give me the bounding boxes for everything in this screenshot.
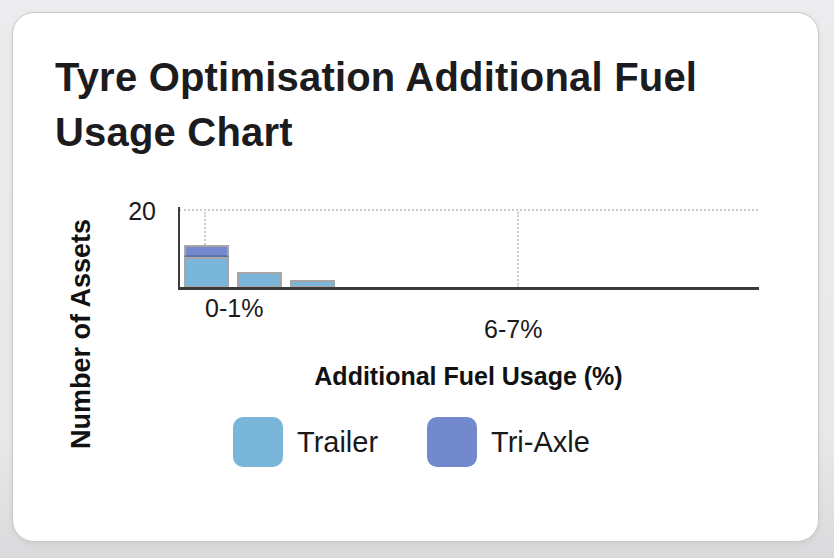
legend-swatch-tri-axle <box>427 417 477 467</box>
legend-swatch-trailer <box>233 417 283 467</box>
gridline-y20 <box>179 209 758 211</box>
y-axis <box>178 207 180 290</box>
screen: Tyre Optimisation Additional Fuel Usage … <box>0 0 834 558</box>
y-axis-tick-20: 20 <box>108 197 156 226</box>
x-axis-label: Additional Fuel Usage (%) <box>179 362 758 391</box>
x-axis-tick-0-1pct: 0-1% <box>205 294 263 323</box>
x-axis-tick-6-7pct: 6-7% <box>484 315 542 344</box>
legend-item-tri-axle[interactable]: Tri-Axle <box>427 417 590 467</box>
chart-title: Tyre Optimisation Additional Fuel Usage … <box>55 50 739 160</box>
y-axis-label: Number of Assets <box>66 213 98 455</box>
legend-label-tri-axle: Tri-Axle <box>491 417 590 467</box>
gridline-x-6-7pct <box>517 212 519 288</box>
legend-item-trailer[interactable]: Trailer <box>233 417 378 467</box>
legend-label-trailer: Trailer <box>297 417 378 467</box>
gridline-x-0-1pct <box>204 212 206 288</box>
x-axis <box>178 287 759 290</box>
